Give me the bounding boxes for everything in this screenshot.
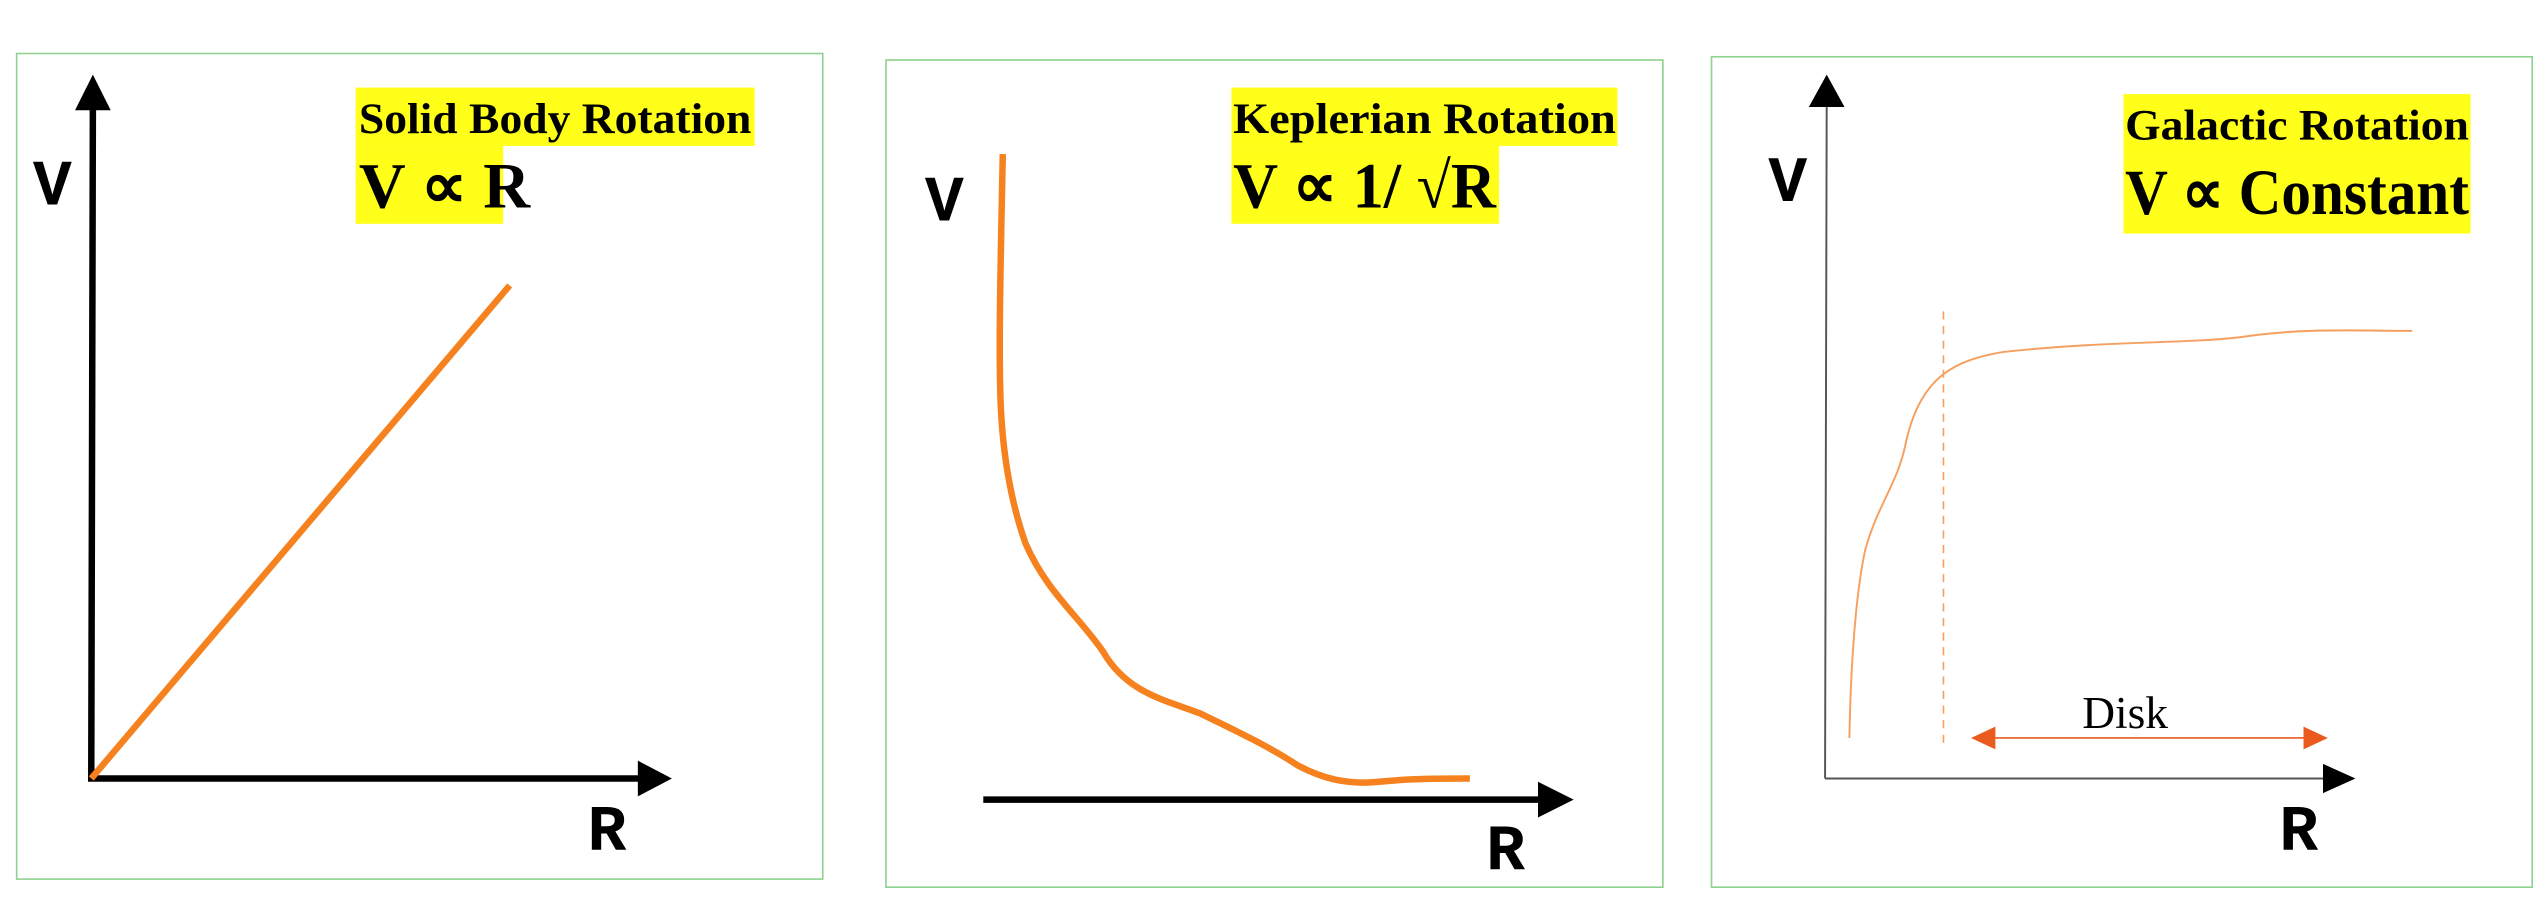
formula: V ∝ R (359, 151, 531, 223)
title-highlight (355, 87, 755, 146)
y-axis-label: V (1768, 148, 1807, 221)
x-axis-label: R (1486, 816, 1525, 889)
x-axis-label: R (2279, 797, 2318, 870)
formula: V ∝ Constant (2125, 157, 2469, 229)
arrow-head (75, 74, 111, 111)
panel-solid-body: Solid Body Rotation V ∝ R V R (15, 52, 824, 880)
panel-title: Galactic Rotation (2125, 101, 2469, 149)
arrow-head (637, 760, 672, 797)
arrow-head (1971, 726, 1996, 750)
y-axis-label: V (925, 168, 964, 241)
panel-keplerian: Keplerian Rotation V ∝ 1/ √R V R (885, 59, 1664, 889)
arrow-head (1537, 781, 1574, 818)
formula-highlight (355, 145, 504, 224)
arrow-head (1808, 74, 1845, 108)
formula: V ∝ 1/ √R (1233, 151, 1497, 223)
title-highlight (1231, 87, 1618, 146)
rotation-curve (996, 154, 1470, 786)
formula-highlight (2123, 152, 2471, 234)
y-axis (88, 107, 97, 781)
y-axis-label: V (33, 151, 72, 224)
formula-highlight (1231, 145, 1500, 224)
arrow-head (2303, 726, 2328, 750)
rotation-curve (1848, 329, 2413, 738)
panel-galactic: Galactic Rotation V ∝ Constant Disk V R (1710, 55, 2534, 888)
arrow-head (2322, 763, 2356, 794)
panel-title: Keplerian Rotation (1233, 95, 1616, 143)
x-axis-label: R (588, 797, 627, 870)
panel-title: Solid Body Rotation (359, 95, 752, 143)
rotation-curve (88, 283, 513, 781)
y-axis (1824, 103, 1828, 779)
disk-label: Disk (2082, 688, 2168, 738)
title-highlight (2123, 94, 2471, 153)
